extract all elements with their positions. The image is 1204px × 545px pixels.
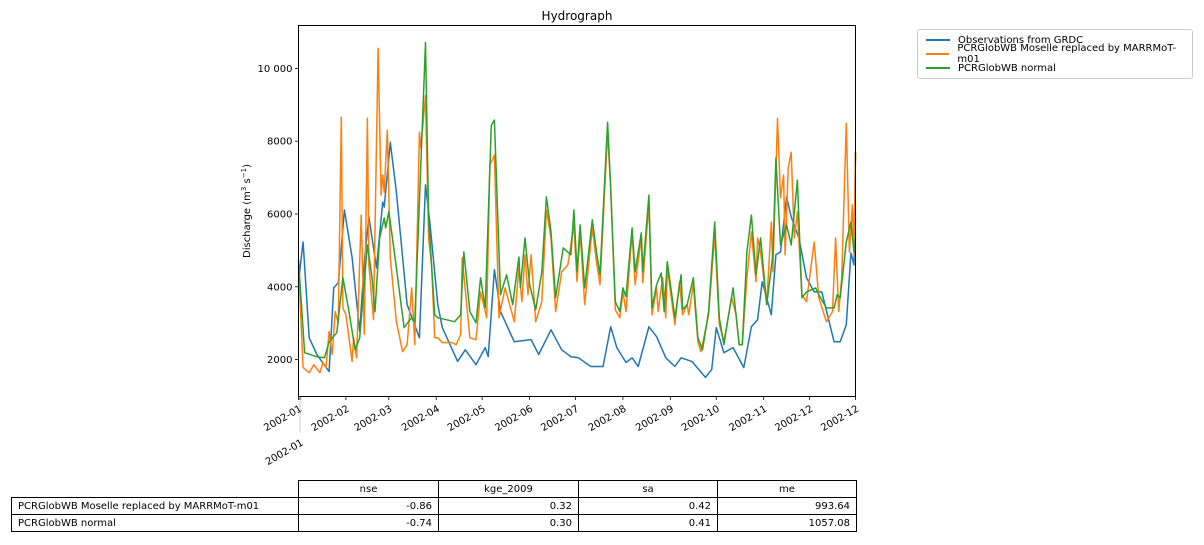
legend-swatch — [926, 39, 950, 41]
y-axis-label: Discharge (m3 s−1) — [240, 164, 253, 258]
series-layer — [297, 41, 857, 379]
x-tick-label: 2002-11 — [727, 404, 769, 434]
table-row: PCRGlobWB Moselle replaced by MARRMoT-m0… — [11, 497, 857, 515]
y-tick-label: 6000 — [267, 210, 292, 221]
x-tick-label: 2002-04 — [400, 404, 442, 434]
x-tick-label: 2002-07 — [539, 404, 581, 434]
chart-title: Hydrograph — [542, 9, 613, 23]
column-header: kge_2009 — [438, 480, 579, 498]
legend-item-observations: Observations from GRDC — [926, 33, 1083, 47]
y-tick-label: 8000 — [267, 137, 292, 148]
column-header: nse — [298, 480, 439, 498]
x-tick-label: 2002-10 — [680, 404, 722, 434]
table-cell: 0.32 — [438, 497, 579, 515]
series-line-2 — [297, 41, 857, 359]
x-tick-label: 2002-12 — [819, 404, 861, 434]
legend-swatch — [926, 53, 950, 55]
x-tick-label: 2002-12 — [773, 404, 815, 434]
legend-label: PCRGlobWB Moselle replaced by MARRMoT-m0… — [957, 43, 1177, 65]
x-tick-label: 2002-03 — [353, 404, 395, 434]
series-line-0 — [297, 141, 857, 379]
table-cell: 0.41 — [578, 514, 718, 532]
row-label: PCRGlobWB normal — [11, 514, 299, 532]
x-tick-label: 2002-08 — [587, 404, 629, 434]
row-label: PCRGlobWB Moselle replaced by MARRMoT-m0… — [11, 497, 299, 515]
legend-label: PCRGlobWB normal — [958, 62, 1056, 74]
x-tick-label: 2002-01 — [264, 438, 306, 468]
y-axis: 2000 4000 6000 8000 10 000 — [258, 64, 299, 366]
legend-item-normal: PCRGlobWB normal — [926, 61, 1056, 75]
x-tick-label: 2002-06 — [493, 404, 535, 434]
table-cell: 993.64 — [717, 497, 857, 515]
table-row: PCRGlobWB normal -0.74 0.30 0.41 1057.08 — [11, 514, 857, 532]
y-tick-label: 2000 — [267, 355, 292, 366]
x-tick-label: 2002-05 — [446, 404, 488, 434]
table-cell: 1057.08 — [717, 514, 857, 532]
legend: Observations from GRDC PCRGlobWB Moselle… — [917, 29, 1193, 79]
legend-item-marrmot: PCRGlobWB Moselle replaced by MARRMoT-m0… — [926, 43, 1192, 65]
y-tick-label: 4000 — [267, 282, 292, 293]
table-cell: 0.30 — [438, 514, 579, 532]
table-cell: 0.42 — [578, 497, 718, 515]
x-tick-label: 2002-01 — [262, 404, 304, 434]
metrics-table: nse kge_2009 sa me PCRGlobWB Moselle rep… — [11, 480, 857, 532]
table-cell: -0.86 — [298, 497, 439, 515]
table-header-row: nse kge_2009 sa me — [12, 480, 857, 498]
x-tick-label: 2002-02 — [310, 404, 352, 434]
x-tick-label: 2002-09 — [634, 404, 676, 434]
legend-swatch — [926, 67, 950, 69]
plot-frame — [298, 25, 856, 397]
column-header: me — [717, 480, 857, 498]
legend-label: Observations from GRDC — [958, 34, 1084, 46]
column-header: sa — [578, 480, 718, 498]
y-tick-label: 10 000 — [258, 64, 293, 75]
table-cell: -0.74 — [298, 514, 439, 532]
